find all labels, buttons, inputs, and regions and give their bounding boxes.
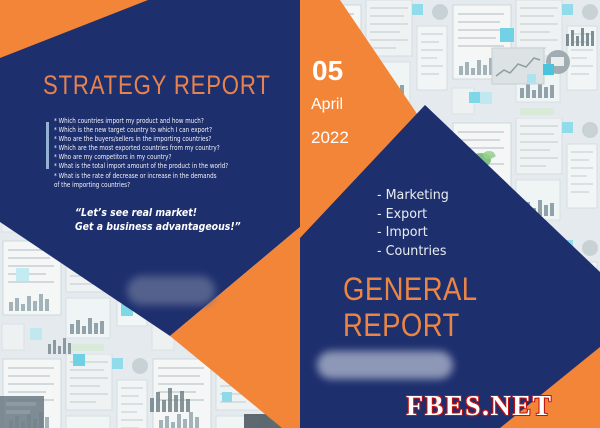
collage-accents — [0, 28, 594, 428]
question-item: * What is the total import amount of the… — [54, 162, 229, 171]
center-orange-date-band — [300, 0, 428, 245]
question-item: * What is the rate of decrease or increa… — [54, 171, 217, 180]
question-item: * Who are the buyers/sellers in the impo… — [54, 135, 212, 144]
general-title-line: GENERAL — [343, 271, 478, 307]
general-title-line: REPORT — [343, 306, 460, 343]
date-year: 2022 — [311, 128, 349, 147]
questions-list: * Which countries import my product and … — [54, 117, 228, 190]
left-bottom-orange-triangle — [170, 227, 300, 428]
strategy-report-title: STRATEGY REPORT — [43, 70, 271, 100]
question-item: * Which are the most exported countries … — [54, 144, 220, 153]
question-item: * Which is the new target country to whi… — [54, 126, 213, 135]
topic-item: - Countries — [377, 242, 447, 259]
quote-line: “Let’s see real market! — [75, 206, 198, 219]
site-watermark: FBES.NET — [405, 390, 553, 422]
topics-list: - Marketing - Export - Import - Countrie… — [377, 186, 449, 260]
question-item: * Who are my competitors in my country? — [54, 153, 172, 162]
right-navy-diamond — [300, 105, 600, 428]
questions-accent-bar — [46, 122, 49, 169]
redacted-blur-right — [317, 351, 453, 379]
top-left-orange-triangle — [0, 0, 148, 58]
quote: “Let’s see real market! Get a business a… — [75, 206, 241, 233]
date-day: 05 — [312, 55, 344, 86]
date-month: April — [311, 96, 344, 113]
left-navy-diamond — [0, 0, 300, 336]
topic-item: - Marketing — [377, 187, 449, 203]
redacted-blur-left — [127, 276, 215, 305]
quote-line: Get a business advantageous!” — [75, 219, 241, 233]
question-item: * Which countries import my product and … — [54, 117, 204, 125]
general-report-title: GENERAL REPORT — [343, 271, 478, 343]
topic-item: - Import — [377, 224, 428, 241]
question-item: of the importing countries? — [54, 180, 131, 189]
topic-item: - Export — [377, 205, 428, 222]
bottom-right-orange-triangle — [500, 347, 600, 428]
